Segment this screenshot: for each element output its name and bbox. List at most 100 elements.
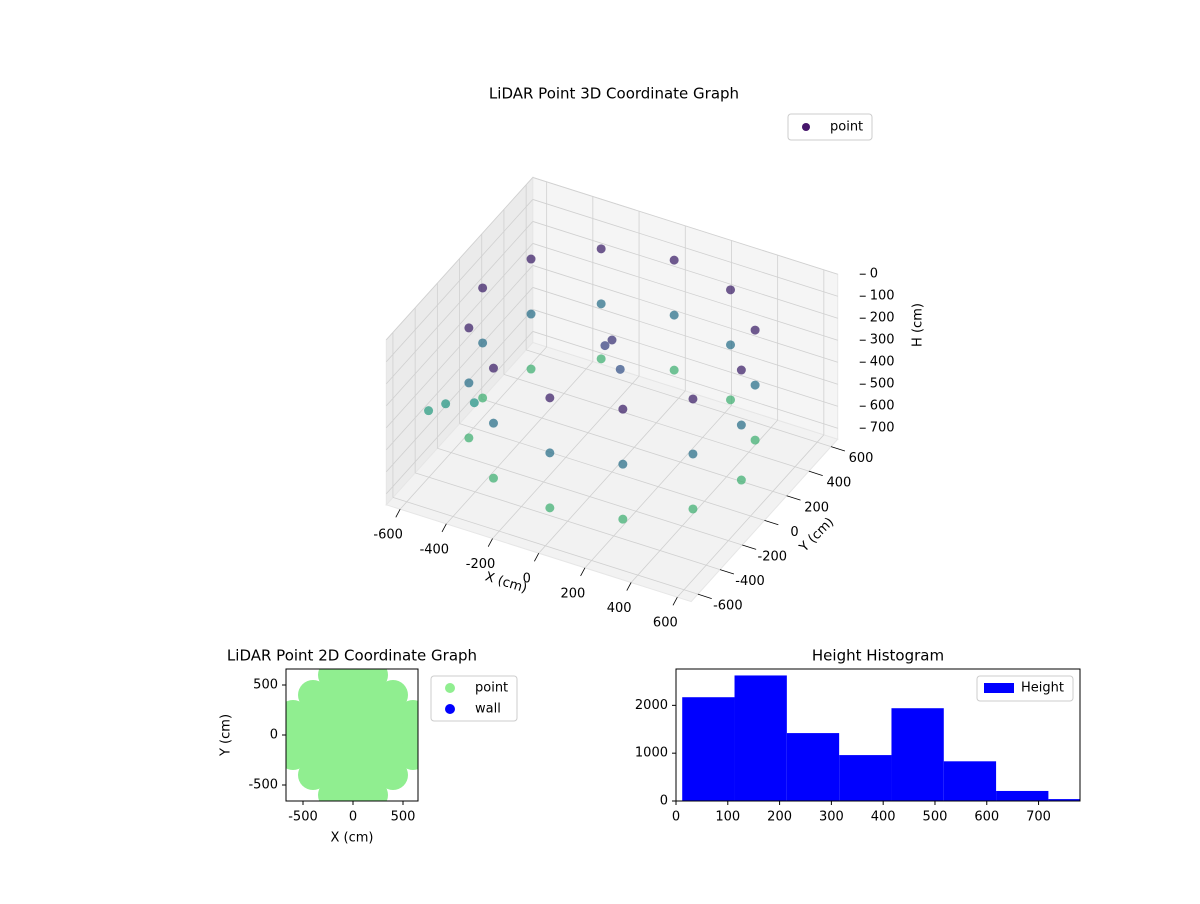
grid-line — [385, 221, 534, 385]
chart-title: Height Histogram — [812, 647, 944, 665]
point — [464, 323, 474, 333]
y-tick-label: 600 — [849, 451, 874, 466]
grid-line — [503, 374, 809, 472]
tick-mark — [719, 569, 735, 575]
point — [750, 435, 760, 445]
bar — [786, 733, 840, 801]
point — [441, 399, 451, 409]
z-tick-label: 100 — [870, 289, 895, 304]
point — [526, 309, 536, 319]
x-tick-label: 200 — [561, 586, 586, 601]
y-tick-label: -600 — [713, 599, 743, 614]
point — [618, 514, 628, 524]
tick-mark — [672, 596, 678, 606]
y-tick-label: 0 — [270, 728, 278, 743]
point — [464, 433, 474, 443]
point — [478, 338, 488, 348]
tick-mark — [441, 523, 447, 533]
grid-line — [385, 243, 534, 407]
axes-frame — [675, 668, 1081, 802]
point — [545, 448, 555, 458]
bar — [1048, 799, 1080, 801]
point — [669, 310, 679, 320]
grid-line — [392, 497, 698, 595]
y-axis-label: Y (cm) — [219, 714, 234, 757]
point — [545, 393, 555, 403]
grid-line — [532, 199, 838, 297]
point — [607, 335, 617, 345]
x-tick-label: 0 — [672, 810, 680, 825]
point — [688, 504, 698, 514]
x-tick-label: -200 — [466, 557, 496, 572]
point — [545, 503, 555, 513]
grid-line — [481, 398, 787, 497]
legend-box — [787, 113, 873, 141]
legend-label: Height — [1021, 681, 1064, 696]
point — [478, 283, 488, 293]
point — [424, 406, 434, 416]
z-tick-label: 500 — [870, 377, 895, 392]
legend-marker — [445, 704, 455, 714]
y-axis-label: Y (cm) — [796, 515, 837, 556]
y-tick-label: 0 — [790, 525, 798, 540]
grid-line — [532, 265, 838, 363]
grid-line — [532, 287, 838, 385]
point — [488, 363, 498, 373]
point — [596, 244, 606, 254]
legend-label: wall — [475, 702, 501, 717]
y-tick-label: -200 — [758, 549, 788, 564]
grid-line — [385, 331, 534, 495]
x-tick-label: 300 — [819, 810, 844, 825]
y-tick-label: 200 — [804, 500, 829, 515]
point — [736, 475, 746, 485]
point — [358, 780, 388, 801]
x-tick-label: 500 — [923, 810, 948, 825]
point — [398, 740, 418, 770]
legend-marker — [984, 683, 1014, 693]
x-tick-label: 700 — [1026, 810, 1051, 825]
bar — [891, 708, 944, 801]
y-tick-label: 400 — [826, 476, 851, 491]
x-tick-label: 400 — [607, 601, 632, 616]
bar — [682, 697, 735, 801]
tick-mark — [830, 446, 846, 452]
bar — [996, 790, 1049, 801]
point — [726, 340, 736, 350]
chart-title: LiDAR Point 3D Coordinate Graph — [489, 85, 739, 103]
grid-line — [532, 221, 838, 319]
point — [596, 354, 606, 364]
point — [488, 418, 498, 428]
bar — [839, 755, 892, 801]
point — [750, 380, 760, 390]
y-tick-label: 2000 — [635, 698, 668, 713]
grid-line — [532, 309, 838, 407]
tick-mark — [395, 509, 401, 518]
tick-mark — [626, 582, 632, 591]
point — [526, 364, 536, 374]
tick-mark — [786, 495, 801, 501]
z-tick-label: 300 — [870, 333, 895, 348]
grid-line — [532, 331, 838, 429]
point — [378, 760, 408, 790]
point — [464, 378, 474, 388]
legend-marker — [802, 123, 810, 131]
plot-area — [682, 675, 1080, 801]
point — [618, 404, 628, 414]
tick-mark — [742, 544, 757, 550]
tick-mark — [487, 538, 493, 547]
tick-mark — [534, 552, 540, 562]
point — [688, 394, 698, 404]
x-axis-label: X (cm) — [331, 831, 374, 846]
grid-line — [385, 177, 534, 341]
x-tick-label: -600 — [373, 528, 403, 543]
point — [669, 255, 679, 265]
point — [669, 365, 679, 375]
point — [736, 365, 746, 375]
legend-box — [976, 675, 1074, 702]
grid-line — [526, 349, 832, 447]
y-tick-label: 500 — [253, 678, 278, 693]
bar — [734, 675, 787, 801]
z-axis-label: H (cm) — [911, 303, 926, 347]
x-tick-label: 500 — [391, 810, 416, 825]
